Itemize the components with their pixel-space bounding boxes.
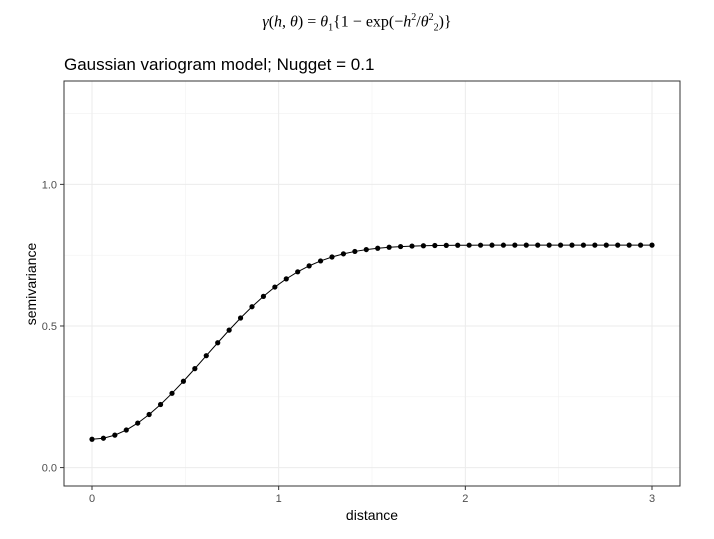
data-point (500, 242, 507, 248)
data-point (432, 242, 438, 249)
data-point (466, 242, 472, 248)
data-point (363, 246, 369, 253)
data-point (123, 427, 129, 433)
x-axis-title: distance (346, 507, 398, 523)
data-point (180, 378, 187, 384)
data-point (169, 390, 175, 396)
y-tick-label: 0.5 (42, 321, 57, 333)
data-point (523, 242, 529, 248)
data-point (637, 242, 644, 248)
y-tick-label: 0.0 (42, 463, 57, 475)
y-tick-label: 1.0 (42, 179, 57, 191)
data-point (249, 304, 255, 310)
data-point (489, 242, 495, 248)
data-point (260, 293, 267, 299)
data-point (100, 435, 107, 441)
data-point (237, 315, 244, 321)
data-point (215, 340, 221, 346)
chart-title: Gaussian variogram model; Nugget = 0.1 (64, 55, 375, 74)
data-point (283, 276, 289, 282)
data-point (626, 242, 632, 248)
ticks-layer: 0 1 2 3 0.0 0.5 1.0 (42, 179, 655, 505)
data-point (409, 243, 415, 249)
data-point (477, 242, 484, 248)
data-point (397, 243, 404, 250)
data-point (455, 242, 461, 248)
x-tick-label: 0 (89, 493, 95, 505)
data-point (329, 254, 335, 260)
data-point (557, 242, 564, 248)
data-point (592, 242, 598, 248)
data-point (386, 244, 392, 250)
data-point (226, 327, 232, 333)
formula-annotation: γ(h, θ) = θ1{1 − exp(−h2/θ22)} (262, 12, 452, 34)
data-point (615, 242, 621, 248)
data-point (203, 353, 209, 359)
data-point (112, 432, 118, 438)
data-point (546, 242, 552, 248)
x-tick-label: 2 (462, 493, 468, 505)
data-point (569, 242, 575, 248)
data-point (535, 242, 541, 248)
data-point (157, 401, 164, 408)
data-point (272, 284, 278, 290)
data-point (317, 258, 324, 264)
data-point (580, 242, 587, 248)
grid-layer (64, 81, 680, 486)
data-layer (89, 242, 655, 442)
x-tick-label: 3 (649, 493, 655, 505)
y-axis-title: semivariance (23, 243, 39, 326)
data-point (512, 242, 518, 248)
data-point (306, 263, 312, 269)
panel-border (63, 80, 681, 487)
data-point (340, 251, 347, 257)
data-point (295, 269, 301, 275)
data-point (375, 245, 381, 251)
data-point (443, 242, 449, 248)
data-point (352, 248, 358, 255)
x-tick-label: 1 (276, 493, 282, 505)
data-point (135, 420, 141, 426)
data-point (192, 366, 198, 372)
data-point (146, 411, 152, 418)
data-point (649, 242, 655, 248)
data-point (89, 436, 95, 442)
data-point (420, 243, 427, 249)
data-point (603, 242, 609, 248)
